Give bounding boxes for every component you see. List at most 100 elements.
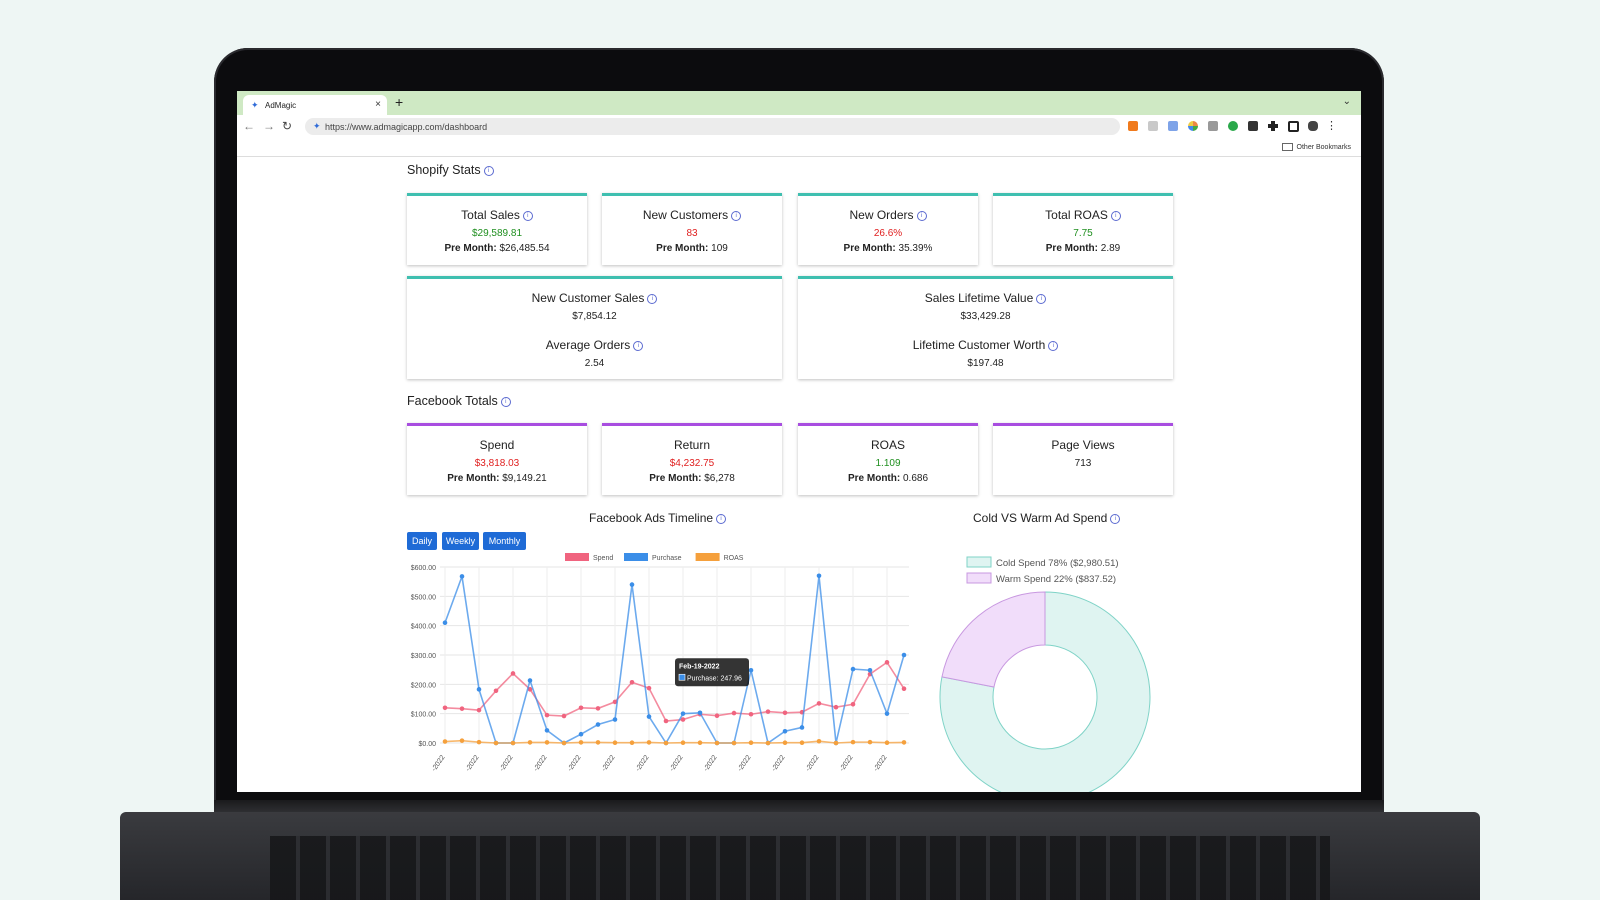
average-orders-title: Average Orders [545, 338, 631, 352]
info-icon[interactable]: i [1048, 340, 1059, 351]
previous-month-label: Pre Month: [656, 243, 709, 254]
data-point [901, 686, 907, 692]
extension-icon-4[interactable] [1188, 121, 1198, 131]
reload-icon[interactable]: ↻ [282, 119, 293, 133]
camera-icon[interactable] [1208, 121, 1218, 131]
x-tick-label: -2022 [465, 754, 481, 773]
keyboard [270, 836, 1330, 900]
data-point [629, 740, 635, 746]
shopify-stats-title: Shopify Stats [407, 163, 481, 177]
shopify-stat-card: New Orders i 26.6% Pre Month: 35.39% [798, 193, 978, 265]
info-icon[interactable]: i [1110, 210, 1121, 221]
data-point [595, 722, 601, 727]
card-value: $29,589.81 [471, 228, 523, 239]
tooltip-box [675, 658, 749, 687]
info-icon[interactable]: i [522, 210, 533, 221]
bookmarks-bar: Other Bookmarks [237, 137, 1361, 157]
card-value: 7.75 [1073, 228, 1093, 239]
previous-month-value: $6,278 [701, 473, 735, 484]
tooltip-body: Purchase: 247.96 [687, 675, 742, 682]
data-point [544, 712, 550, 718]
info-icon[interactable]: i [483, 165, 494, 176]
info-icon[interactable]: i [647, 293, 658, 304]
data-point [850, 701, 856, 707]
back-arrow-icon[interactable]: ← [243, 119, 255, 133]
data-point [595, 740, 601, 745]
sidebar-icon[interactable] [1288, 121, 1299, 132]
extension-icon-7[interactable] [1248, 121, 1258, 131]
extension-icon-1[interactable] [1128, 121, 1138, 131]
info-icon[interactable]: i [500, 396, 511, 407]
monthly-button[interactable]: Monthly [483, 532, 526, 550]
address-bar[interactable]: ✦ https://www.admagicapp.com/dashboard [305, 118, 1120, 135]
more-menu-icon[interactable]: ⋮ [1326, 120, 1337, 132]
info-icon[interactable]: i [731, 210, 742, 221]
weekly-button[interactable]: Weekly [442, 532, 479, 550]
info-icon[interactable]: i [633, 340, 644, 351]
previous-month-value: $26,485.54 [496, 243, 550, 254]
info-icon[interactable]: i [916, 210, 927, 221]
card-value: 713 [1074, 458, 1092, 469]
card-title-text: New Orders [849, 208, 914, 222]
info-icon[interactable]: i [1110, 513, 1121, 524]
data-point [782, 710, 788, 716]
tab-admagic[interactable]: ✦ AdMagic × [243, 95, 387, 115]
facebook-stat-card: Return $4,232.75 Pre Month: $6,278 [602, 423, 782, 495]
new-customer-sales-value: $7,854.12 [572, 311, 617, 322]
extension-icon-6[interactable] [1228, 121, 1238, 131]
series-line [444, 739, 905, 744]
data-point [748, 740, 754, 746]
data-point [884, 740, 890, 746]
data-point [782, 740, 788, 746]
data-point [714, 713, 720, 719]
data-point [748, 711, 754, 717]
tab-search-chevron-icon[interactable]: ⌄ [1342, 96, 1351, 107]
card-title: Page Views [993, 438, 1173, 452]
info-icon[interactable]: i [716, 513, 727, 524]
forward-arrow-icon[interactable]: → [263, 119, 275, 133]
daily-button[interactable]: Daily [407, 532, 437, 550]
card-title: New Customer Sales i [407, 291, 782, 305]
y-tick-label: $300.00 [411, 653, 436, 660]
data-point [697, 740, 703, 746]
y-tick-label: $400.00 [411, 624, 436, 631]
extension-icon-2[interactable] [1148, 121, 1158, 131]
shopify-stats-heading: Shopify Stats i [407, 163, 494, 177]
other-bookmarks[interactable]: Other Bookmarks [1281, 143, 1351, 151]
donut-title: Cold VS Warm Ad Spend [973, 511, 1108, 525]
x-tick-label: -2022 [737, 754, 753, 773]
close-tab-icon[interactable]: × [375, 99, 381, 110]
previous-month-value: 2.89 [1097, 243, 1121, 254]
profile-icon[interactable] [1308, 121, 1318, 131]
previous-month-label: Pre Month: [843, 243, 896, 254]
data-point [527, 740, 533, 745]
data-point [459, 706, 465, 711]
card-previous-month: Pre Month: $26,485.54 [407, 243, 587, 254]
previous-month-label: Pre Month: [444, 243, 497, 254]
y-tick-label: $600.00 [411, 565, 436, 572]
tooltip-swatch [678, 673, 686, 681]
card-title: Spend [407, 438, 587, 452]
data-point [901, 652, 907, 658]
data-point [442, 739, 448, 744]
cold-vs-warm-donut-chart: Cold Spend 78% ($2,980.51) Warm Spend 22%… [939, 556, 1151, 792]
card-title: Average Orders i [407, 338, 782, 352]
data-point [493, 740, 499, 746]
x-tick-label: -2022 [635, 754, 651, 773]
folder-icon [1281, 143, 1293, 151]
data-point [629, 582, 635, 587]
extension-icon-3[interactable] [1168, 121, 1178, 131]
data-point [782, 728, 788, 734]
info-icon[interactable]: i [1036, 293, 1047, 304]
data-point [765, 740, 771, 746]
shopify-stat-card: New Customers i 83 Pre Month: 109 [602, 193, 782, 265]
browser-window: ✦ AdMagic × + ⌄ ← → ↻ ✦ https://www.adma… [237, 91, 1361, 792]
legend-swatch [565, 553, 589, 561]
card-title-text: Page Views [1051, 438, 1115, 452]
facebook-ads-timeline-chart: $0.00 $100.00 $200.00 $300.00 $400.00 $500.00… [411, 553, 909, 773]
puzzle-icon[interactable] [1268, 121, 1278, 131]
card-title: New Orders i [798, 208, 978, 222]
new-tab-button[interactable]: + [395, 94, 404, 110]
legend-swatch [966, 572, 992, 584]
data-point [476, 739, 482, 745]
